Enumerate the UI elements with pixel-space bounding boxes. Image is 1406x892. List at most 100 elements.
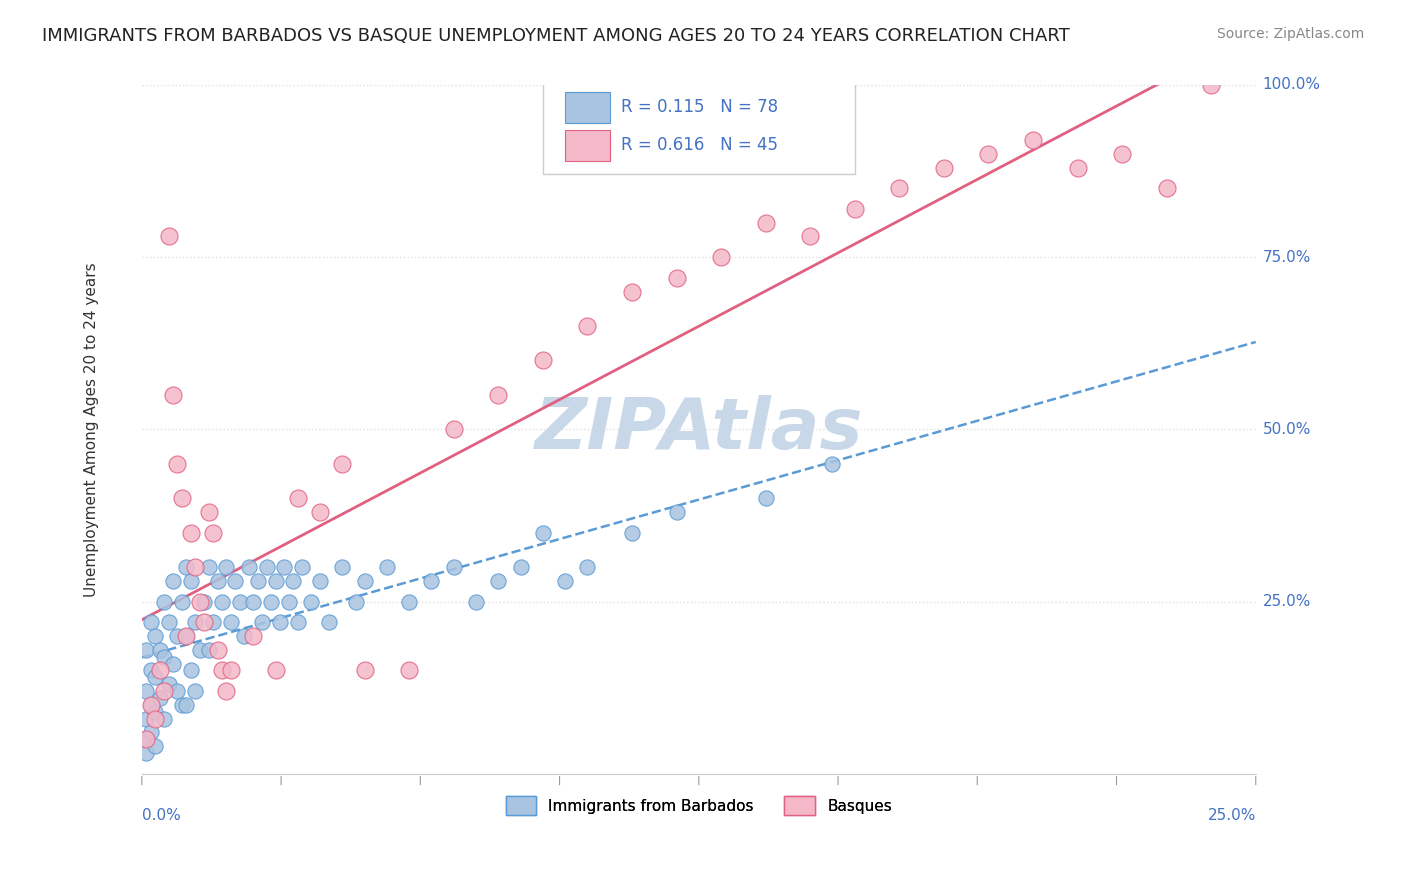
Point bbox=[135, 732, 157, 747]
Point bbox=[465, 594, 488, 608]
Point bbox=[287, 491, 309, 506]
Point bbox=[162, 657, 184, 671]
Point bbox=[166, 457, 188, 471]
Point bbox=[188, 642, 211, 657]
Point bbox=[180, 574, 202, 588]
Point bbox=[207, 574, 229, 588]
Point bbox=[166, 684, 188, 698]
Point bbox=[157, 615, 180, 630]
Point bbox=[576, 319, 599, 334]
FancyBboxPatch shape bbox=[565, 129, 610, 161]
Point bbox=[844, 202, 866, 216]
Point bbox=[665, 505, 688, 519]
Point bbox=[139, 664, 162, 678]
Point bbox=[135, 746, 157, 760]
Point bbox=[264, 574, 287, 588]
Point bbox=[620, 525, 643, 540]
Point bbox=[264, 664, 287, 678]
Point bbox=[153, 649, 176, 664]
Point bbox=[135, 712, 157, 726]
Text: 50.0%: 50.0% bbox=[1263, 422, 1310, 437]
Text: 0.0%: 0.0% bbox=[142, 808, 180, 823]
Point bbox=[287, 615, 309, 630]
Point bbox=[486, 574, 509, 588]
Point bbox=[219, 615, 242, 630]
Point bbox=[755, 216, 778, 230]
Point bbox=[143, 712, 166, 726]
Point bbox=[153, 594, 176, 608]
Point bbox=[318, 615, 340, 630]
Point bbox=[755, 491, 778, 506]
Point bbox=[180, 525, 202, 540]
Point bbox=[309, 505, 332, 519]
Point bbox=[1156, 181, 1178, 195]
Point bbox=[224, 574, 246, 588]
Point bbox=[157, 229, 180, 244]
Point bbox=[486, 388, 509, 402]
Text: IMMIGRANTS FROM BARBADOS VS BASQUE UNEMPLOYMENT AMONG AGES 20 TO 24 YEARS CORREL: IMMIGRANTS FROM BARBADOS VS BASQUE UNEMP… bbox=[42, 27, 1070, 45]
Point bbox=[193, 594, 215, 608]
Point bbox=[330, 560, 353, 574]
Text: Unemployment Among Ages 20 to 24 years: Unemployment Among Ages 20 to 24 years bbox=[84, 262, 100, 597]
Point bbox=[821, 457, 844, 471]
Point bbox=[149, 642, 172, 657]
Point bbox=[353, 664, 375, 678]
Point bbox=[710, 250, 733, 264]
Point bbox=[977, 146, 1000, 161]
Point bbox=[269, 615, 291, 630]
Point bbox=[188, 594, 211, 608]
Point bbox=[889, 181, 911, 195]
Text: ZIPAtlas: ZIPAtlas bbox=[534, 395, 863, 464]
Point bbox=[353, 574, 375, 588]
Text: R = 0.115   N = 78: R = 0.115 N = 78 bbox=[621, 98, 778, 116]
Point bbox=[233, 629, 256, 643]
Point bbox=[197, 505, 219, 519]
Point bbox=[157, 677, 180, 691]
Point bbox=[620, 285, 643, 299]
Text: 100.0%: 100.0% bbox=[1263, 78, 1320, 93]
Point bbox=[135, 642, 157, 657]
Point bbox=[398, 664, 420, 678]
Point bbox=[229, 594, 252, 608]
Point bbox=[799, 229, 821, 244]
Point bbox=[1199, 78, 1222, 92]
Text: 25.0%: 25.0% bbox=[1208, 808, 1256, 823]
Point bbox=[375, 560, 398, 574]
Point bbox=[309, 574, 332, 588]
Point bbox=[1111, 146, 1133, 161]
Point bbox=[139, 698, 162, 712]
Point bbox=[256, 560, 278, 574]
Point bbox=[149, 664, 172, 678]
Point bbox=[211, 594, 233, 608]
Point bbox=[143, 705, 166, 719]
Point bbox=[242, 594, 264, 608]
Point bbox=[149, 690, 172, 705]
Point bbox=[576, 560, 599, 574]
Point bbox=[176, 629, 198, 643]
Point bbox=[139, 615, 162, 630]
Point bbox=[202, 525, 225, 540]
Point bbox=[139, 698, 162, 712]
Point bbox=[277, 594, 299, 608]
Point bbox=[170, 491, 193, 506]
Point bbox=[215, 560, 238, 574]
Point bbox=[398, 594, 420, 608]
Point bbox=[202, 615, 225, 630]
Point bbox=[420, 574, 443, 588]
Point bbox=[162, 388, 184, 402]
Point bbox=[143, 739, 166, 754]
Point bbox=[509, 560, 531, 574]
FancyBboxPatch shape bbox=[543, 78, 855, 175]
Point bbox=[242, 629, 264, 643]
Point bbox=[162, 574, 184, 588]
Point bbox=[219, 664, 242, 678]
Text: Source: ZipAtlas.com: Source: ZipAtlas.com bbox=[1216, 27, 1364, 41]
Point bbox=[170, 698, 193, 712]
Point bbox=[176, 698, 198, 712]
Point bbox=[531, 525, 554, 540]
Point bbox=[180, 664, 202, 678]
Point bbox=[197, 642, 219, 657]
Point bbox=[299, 594, 322, 608]
Point bbox=[1022, 133, 1045, 147]
Point bbox=[330, 457, 353, 471]
